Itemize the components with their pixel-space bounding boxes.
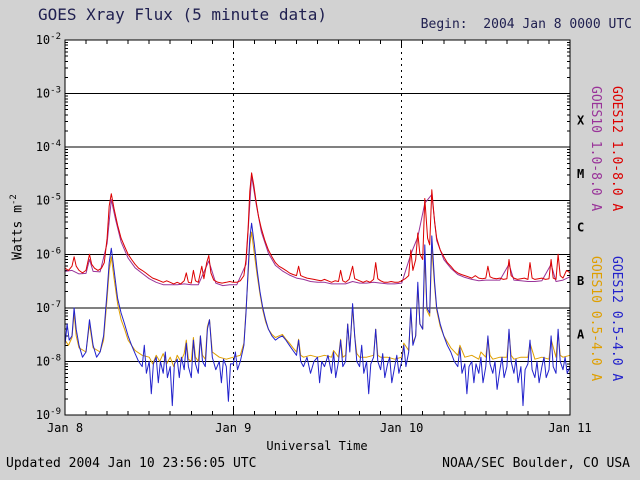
y-tick-label: 10-7 (36, 300, 61, 315)
legend-goes12-long: GOES12 1.0-8.0 A (609, 86, 624, 212)
y-tick-label: 10-4 (36, 139, 61, 154)
flare-class-letter: M (577, 167, 584, 181)
flare-class-letter: B (577, 274, 584, 288)
source-credit: NOAA/SEC Boulder, CO USA (442, 456, 630, 471)
y-tick-label: 10-6 (36, 246, 61, 261)
y-axis-label-base: Watts m (10, 205, 26, 260)
series-goes12-1.0-8.0-a (64, 172, 571, 285)
x-tick-label: Jan 11 (548, 421, 591, 435)
legend-goes10-long: GOES10 1.0-8.0 A (588, 86, 603, 212)
y-tick-label: 10-5 (36, 193, 61, 208)
y-axis-label: Watts m-2 (9, 167, 27, 287)
series-goes12-0.5-4.0-a (64, 222, 571, 407)
x-tick-label: Jan 10 (380, 421, 423, 435)
plot-border (64, 39, 571, 416)
flare-class-letter: C (577, 221, 584, 235)
begin-timestamp: Begin: 2004 Jan 8 0000 UTC (420, 17, 632, 32)
y-axis-label-exponent: -2 (9, 194, 19, 206)
flare-class-letter: X (577, 113, 585, 127)
chart-title: GOES Xray Flux (5 minute data) (38, 5, 327, 24)
y-tick-label: 10-8 (36, 353, 61, 368)
x-tick-label: Jan 8 (47, 421, 83, 435)
series-goes10-0.5-4.0-a (64, 231, 571, 368)
y-tick-label: 10-3 (36, 86, 61, 101)
updated-timestamp: Updated 2004 Jan 10 23:56:05 UTC (6, 456, 257, 471)
y-tick-label: 10-2 (36, 32, 61, 47)
legend-goes10-short: GOES10 0.5-4.0 A (588, 256, 603, 382)
legend-goes12-short: GOES12 0.5-4.0 A (609, 256, 624, 382)
series-goes10-1.0-8.0-a (64, 175, 571, 287)
flare-class-letter: A (577, 328, 585, 342)
x-axis-label: Universal Time (266, 439, 368, 453)
y-tick-label: 10-9 (36, 407, 61, 422)
x-tick-label: Jan 9 (215, 421, 251, 435)
